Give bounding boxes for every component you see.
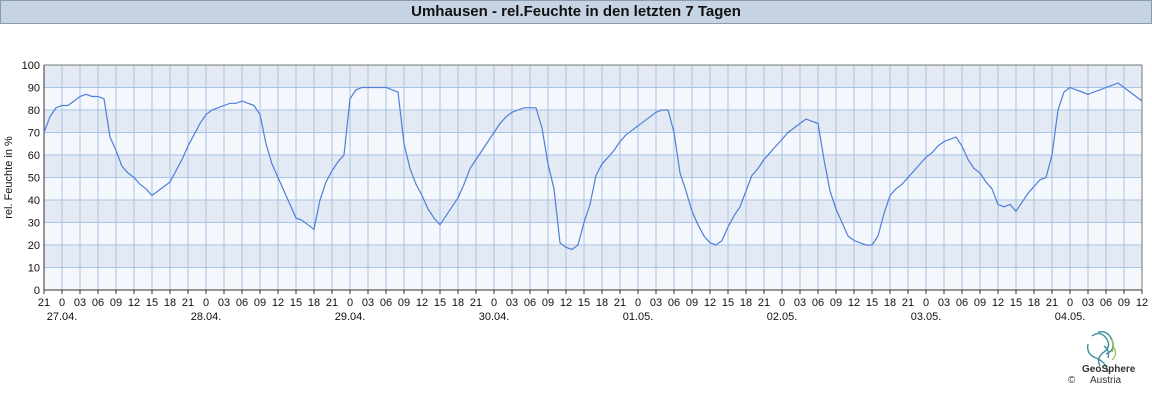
y-tick-label: 80 — [28, 105, 40, 117]
y-tick-label: 30 — [28, 218, 40, 230]
logo-name: GeoSphere — [1082, 364, 1136, 375]
plot-band — [44, 132, 1142, 155]
x-tick-label: 18 — [740, 297, 752, 309]
x-tick-label: 21 — [1046, 297, 1058, 309]
x-tick-label: 21 — [182, 297, 194, 309]
x-tick-label: 03 — [938, 297, 950, 309]
y-tick-label: 90 — [28, 83, 40, 95]
geosphere-logo-icon — [1086, 330, 1117, 373]
x-tick-label: 0 — [779, 297, 785, 309]
logo-country: Austria — [1090, 375, 1122, 386]
x-tick-label: 15 — [866, 297, 878, 309]
x-tick-label: 0 — [347, 297, 353, 309]
x-tick-label: 09 — [686, 297, 698, 309]
x-tick-label: 21 — [758, 297, 770, 309]
x-tick-label: 12 — [1136, 297, 1148, 309]
x-tick-label: 03 — [1082, 297, 1094, 309]
x-tick-label: 21 — [902, 297, 914, 309]
x-tick-label: 12 — [704, 297, 716, 309]
x-tick-label: 18 — [884, 297, 896, 309]
y-tick-label: 0 — [34, 285, 40, 297]
x-tick-label: 06 — [812, 297, 824, 309]
x-tick-label: 09 — [110, 297, 122, 309]
plot-band — [44, 110, 1142, 133]
x-tick-label: 06 — [524, 297, 536, 309]
x-tick-label: 09 — [542, 297, 554, 309]
x-tick-label: 03 — [218, 297, 230, 309]
date-label: 27.04. — [47, 311, 78, 323]
x-tick-label: 15 — [1010, 297, 1022, 309]
y-tick-label: 40 — [28, 195, 40, 207]
x-tick-label: 06 — [92, 297, 104, 309]
x-tick-label: 21 — [614, 297, 626, 309]
date-label: 02.05. — [767, 311, 798, 323]
x-tick-label: 15 — [722, 297, 734, 309]
logo-copyright: © — [1068, 375, 1076, 386]
plot-band — [44, 267, 1142, 290]
x-tick-label: 18 — [1028, 297, 1040, 309]
y-tick-label: 70 — [28, 128, 40, 140]
x-tick-label: 03 — [362, 297, 374, 309]
x-tick-label: 09 — [974, 297, 986, 309]
x-tick-label: 09 — [398, 297, 410, 309]
x-tick-label: 21 — [470, 297, 482, 309]
x-tick-label: 0 — [635, 297, 641, 309]
x-tick-label: 15 — [434, 297, 446, 309]
x-tick-label: 18 — [596, 297, 608, 309]
x-tick-label: 21 — [38, 297, 50, 309]
x-tick-label: 12 — [992, 297, 1004, 309]
plot-band — [44, 200, 1142, 223]
date-label: 30.04. — [479, 311, 510, 323]
x-tick-label: 12 — [416, 297, 428, 309]
x-tick-label: 0 — [923, 297, 929, 309]
x-tick-label: 0 — [203, 297, 209, 309]
date-label: 03.05. — [911, 311, 942, 323]
x-tick-label: 12 — [848, 297, 860, 309]
x-tick-label: 03 — [650, 297, 662, 309]
x-tick-label: 15 — [290, 297, 302, 309]
chart-title: Umhausen - rel.Feuchte in den letzten 7 … — [0, 0, 1152, 24]
x-tick-label: 06 — [956, 297, 968, 309]
plot-band — [44, 87, 1142, 110]
x-tick-label: 15 — [146, 297, 158, 309]
y-tick-label: 60 — [28, 150, 40, 162]
x-tick-label: 12 — [272, 297, 284, 309]
x-tick-label: 18 — [452, 297, 464, 309]
date-label: 04.05. — [1055, 311, 1086, 323]
x-tick-label: 09 — [254, 297, 266, 309]
x-tick-label: 03 — [794, 297, 806, 309]
x-tick-label: 12 — [128, 297, 140, 309]
x-tick-label: 06 — [1100, 297, 1112, 309]
date-label: 01.05. — [623, 311, 654, 323]
x-tick-label: 03 — [506, 297, 518, 309]
y-axis-label: rel. Feuchte in % — [3, 136, 15, 219]
x-tick-label: 15 — [578, 297, 590, 309]
y-tick-label: 10 — [28, 263, 40, 275]
y-tick-label: 20 — [28, 240, 40, 252]
y-tick-label: 100 — [22, 60, 40, 72]
x-tick-label: 06 — [380, 297, 392, 309]
plot-band — [44, 65, 1142, 88]
x-tick-label: 06 — [236, 297, 248, 309]
x-tick-label: 06 — [668, 297, 680, 309]
x-tick-label: 09 — [830, 297, 842, 309]
x-tick-label: 0 — [59, 297, 65, 309]
x-tick-label: 18 — [308, 297, 320, 309]
date-label: 28.04. — [191, 311, 222, 323]
x-tick-label: 03 — [74, 297, 86, 309]
x-tick-label: 18 — [164, 297, 176, 309]
plot-band — [44, 155, 1142, 178]
x-tick-label: 09 — [1118, 297, 1130, 309]
x-tick-label: 21 — [326, 297, 338, 309]
plot-band — [44, 245, 1142, 268]
plot-band — [44, 222, 1142, 245]
x-tick-label: 0 — [491, 297, 497, 309]
x-tick-label: 0 — [1067, 297, 1073, 309]
x-tick-label: 12 — [560, 297, 572, 309]
date-label: 29.04. — [335, 311, 366, 323]
y-tick-label: 50 — [28, 173, 40, 185]
humidity-line — [43, 82, 1143, 251]
